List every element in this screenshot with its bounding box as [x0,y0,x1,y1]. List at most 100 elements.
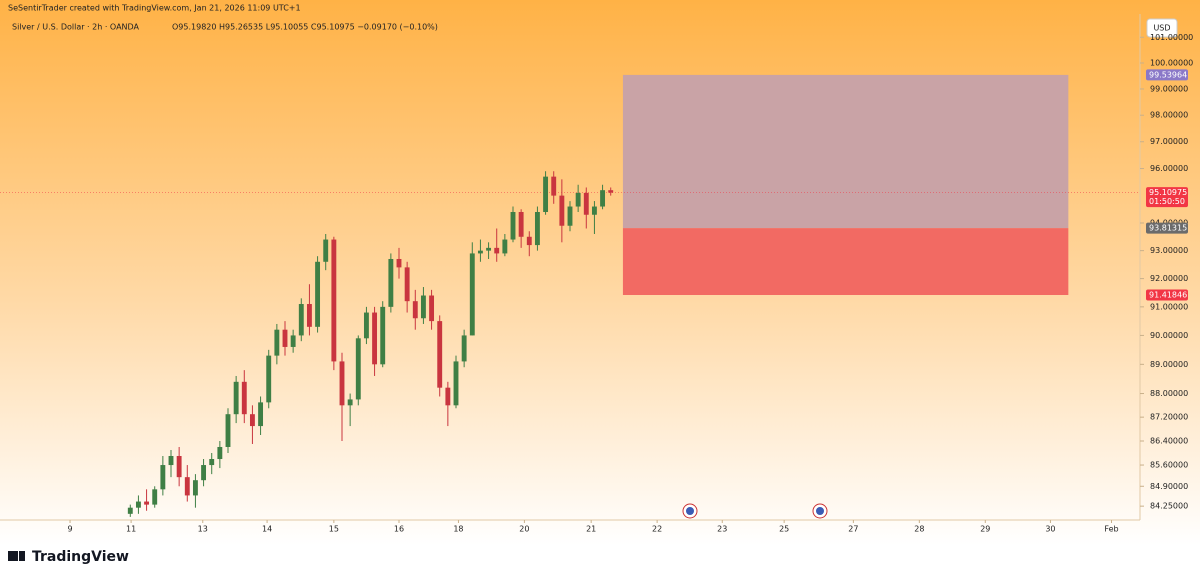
y-tick-label: 93.00000 [1150,246,1188,255]
logo-mark [8,551,18,561]
candle-body [469,253,475,336]
y-tick-label: 99.00000 [1150,84,1188,93]
candle-body [144,501,150,505]
candle-body [526,236,532,246]
candle-body [396,258,402,268]
candle-body [363,312,369,339]
candle-body [510,212,516,240]
currency-label[interactable]: USD [1153,24,1170,33]
candle-body [559,195,565,226]
x-tick-label: 22 [652,525,662,534]
y-tick-label: 92.00000 [1150,274,1188,283]
x-tick-label: 15 [329,525,339,534]
x-tick-label: 29 [980,525,990,534]
x-tick-label: 30 [1045,525,1055,534]
y-tick-label: 87.20000 [1150,413,1188,422]
logo-mark [19,551,25,561]
candle-body [420,295,426,319]
y-tick-label: 101.00000 [1150,33,1193,42]
x-tick-label: 25 [779,525,789,534]
x-tick-label: 13 [198,525,208,534]
event-icons [682,503,828,519]
candle-body [518,212,524,237]
target-label: 99.53964 [1149,70,1187,79]
candle-body [583,192,589,215]
candle-body [543,176,549,213]
candle-body [608,190,614,193]
candle-body [567,206,573,226]
y-tick-label: 85.60000 [1150,461,1188,470]
candle-body [534,212,540,246]
creator-text: SeSentirTrader created with TradingView.… [8,4,301,13]
candle-body [502,239,508,254]
candle-body [339,361,345,406]
event-flag-inner [816,507,824,515]
candle-body [160,465,166,490]
x-tick-label: 20 [519,525,529,534]
y-tick-label: 88.00000 [1150,389,1188,398]
candle-body [388,258,394,307]
candle-body [355,338,361,400]
candle-body [315,261,321,327]
candle-body [176,455,182,478]
candle-body [591,206,597,215]
x-tick-label: 18 [453,525,463,534]
event-flag-inner [686,507,694,515]
y-tick-label: 86.40000 [1150,436,1188,445]
stop-label-bg [1146,289,1188,301]
x-tick-label: 27 [848,525,858,534]
candle-body [551,176,557,196]
x-tick-label: 14 [262,525,272,534]
candle-body [404,267,410,302]
candle-body [429,295,435,322]
stop-zone [622,228,1069,295]
candle-body [127,507,133,514]
candle-body [494,247,500,254]
symbol-title: Silver / U.S. Dollar · 2h · OANDA [12,23,140,32]
y-tick-label: 84.25000 [1150,502,1188,511]
candle-body [306,304,312,327]
brand-name: TradingView [32,549,129,565]
candle-body [152,489,158,505]
candle-body [241,381,247,415]
footer-background [0,545,1200,577]
candle-body [298,304,304,336]
candle-body [266,355,272,403]
y-tick-label: 100.00000 [1150,58,1193,67]
candle-body [323,239,329,262]
candle-body [282,329,288,347]
x-tick-label: 28 [914,525,924,534]
y-tick-label: 98.00000 [1150,111,1188,120]
candle-body [453,361,459,406]
y-tick-label: 90.00000 [1150,331,1188,340]
x-tick-label: 21 [586,525,596,534]
candle-body [412,301,418,319]
candle-body [331,239,337,362]
candle-body [445,387,451,406]
x-tick-label: Feb [1104,525,1118,534]
candle-body [249,414,255,427]
candle-body [184,477,190,496]
currency-button[interactable] [1146,18,1178,38]
y-tick-label: 89.00000 [1150,360,1188,369]
candle-body [380,306,386,365]
brand-logo: TradingView [8,549,129,565]
target-zone [622,74,1069,229]
stop-label: 91.41846 [1149,290,1187,299]
y-tick-label: 91.00000 [1150,302,1188,311]
candle-body [192,480,198,496]
x-tick-label: 9 [67,525,72,534]
candle-body [135,501,141,508]
candle-body [347,399,353,406]
candle-body [461,335,467,362]
x-tick-label: 16 [394,525,404,534]
x-tick-label: 11 [126,525,136,534]
candle-body [225,414,231,447]
candle-body [372,312,378,365]
last-price-label-countdown: 01:50:50 [1149,197,1185,206]
last-price-label: 95.10975 [1149,188,1187,197]
candle-body [258,402,264,427]
y-tick-label: 96.00000 [1150,164,1188,173]
